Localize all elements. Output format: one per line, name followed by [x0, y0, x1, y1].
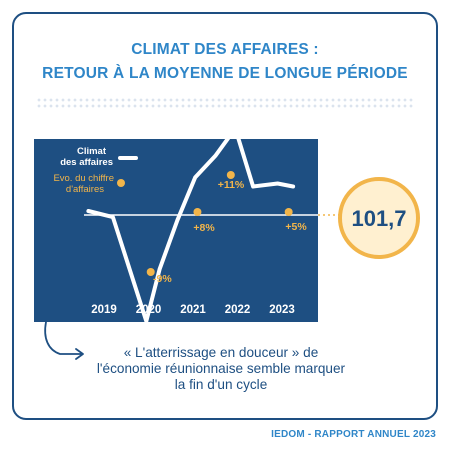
long-term-average-badge: 101,7 [338, 177, 420, 259]
badge-value: 101,7 [351, 206, 406, 231]
turnover-dot [226, 171, 235, 179]
callout-arrow [44, 321, 84, 360]
x-axis-tick-labels: 2019 2020 2021 2022 2023 [91, 304, 295, 316]
turnover-label: -9% [153, 273, 172, 285]
series-line-climat-des-affaires [86, 126, 296, 324]
x-tick-label: 2023 [269, 304, 295, 316]
x-tick-label: 2019 [91, 304, 117, 316]
title-line-2: RETOUR À LA MOYENNE DE LONGUE PÉRIODE [42, 65, 408, 82]
legend-turnover-line1: Evo. du chiffre [53, 173, 114, 184]
legend-turnover-line2: d'affaires [66, 184, 104, 195]
legend-climate-line2: des affaires [60, 157, 113, 168]
chart-legend: Climat des affaires Evo. du chiffre d'af… [53, 146, 138, 195]
dotted-separator [36, 97, 414, 109]
turnover-dot [284, 208, 293, 216]
x-tick-label: 2020 [136, 304, 162, 316]
turnover-label: +11% [218, 179, 245, 191]
x-tick-label: 2022 [225, 304, 251, 316]
turnover-label: +5% [285, 221, 307, 233]
turnover-dot [193, 208, 202, 216]
quote-text: « L'atterrissage en douceur » de l'écono… [96, 345, 346, 392]
title-line-1: CLIMAT DES AFFAIRES : [131, 41, 319, 58]
series-evo-chiffre-affaires: -9% +8% +11% +5% [146, 171, 307, 285]
legend-climate-line1: Climat [77, 146, 107, 157]
turnover-dot [146, 268, 155, 276]
turnover-label: +8% [193, 222, 215, 234]
badge-circle [338, 177, 420, 259]
legend-turnover-swatch [117, 179, 125, 187]
x-tick-label: 2021 [180, 304, 206, 316]
footer-source: IEDOM - RAPPORT ANNUEL 2023 [271, 429, 436, 440]
chart-panel [34, 139, 318, 322]
